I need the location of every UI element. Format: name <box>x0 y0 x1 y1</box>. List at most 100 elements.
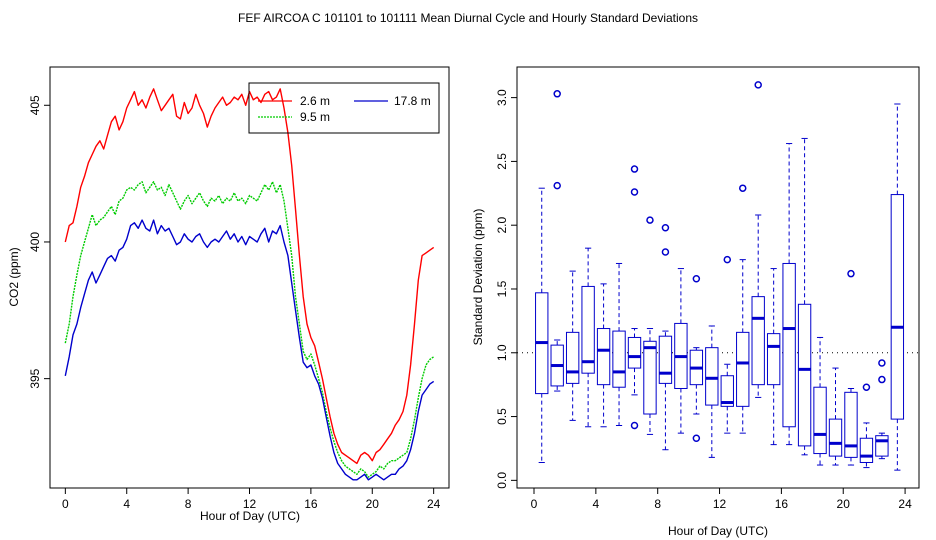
box-iqr <box>627 336 642 369</box>
sd-y-tick-label-2.5: 2.5 <box>495 153 509 170</box>
legend-box <box>248 82 440 134</box>
box-iqr <box>720 375 734 407</box>
co2-y-axis: 395 400 405 <box>28 95 50 389</box>
series-9-5m-line <box>64 181 435 478</box>
sd-x-tick-label-24: 24 <box>898 497 912 511</box>
box-hour-6 <box>627 165 642 430</box>
box-iqr <box>844 391 858 458</box>
box-iqr <box>736 331 750 407</box>
box-hour-16 <box>782 143 796 446</box>
outlier-point <box>862 383 871 391</box>
outlier-point <box>723 255 732 264</box>
box-hour-19 <box>828 367 843 466</box>
sd-x-tick-label-0: 0 <box>531 497 538 511</box>
box-hour-12 <box>720 255 734 434</box>
box-iqr <box>828 418 843 457</box>
x-tick-label-20: 20 <box>366 497 380 511</box>
outlier-point <box>738 184 747 192</box>
box-hour-7 <box>643 216 657 435</box>
outlier-point <box>754 81 762 89</box>
box-iqr <box>766 333 781 386</box>
box-hour-9 <box>674 268 688 434</box>
box-hour-18 <box>813 336 827 466</box>
stddev-box-chart: 0 4 8 12 16 20 24 0.0 0.5 1.0 1.5 2.0 2.5 3.0 Hour o… <box>471 66 920 538</box>
co2-x-axis-label: Hour of Day (UTC) <box>200 509 300 523</box>
x-tick-label-8: 8 <box>185 497 192 511</box>
x-tick-label-16: 16 <box>304 497 318 511</box>
sd-x-tick-label-12: 12 <box>713 497 727 511</box>
box-hour-0 <box>535 187 549 463</box>
stddev-x-axis-label: Hour of Day (UTC) <box>668 524 768 538</box>
box-hour-22 <box>875 359 889 460</box>
series-17-8m-line <box>64 219 435 481</box>
sd-x-tick-label-4: 4 <box>593 497 600 511</box>
sd-y-tick-label-3.0: 3.0 <box>495 89 509 106</box>
box-hour-21 <box>859 383 874 469</box>
box-hour-10 <box>689 275 704 442</box>
co2-y-axis-label: CO2 (ppm) <box>7 247 21 306</box>
outlier-point <box>878 359 886 367</box>
sd-x-tick-label-20: 20 <box>837 497 851 511</box>
outlier-point <box>692 434 701 442</box>
x-tick-label-12: 12 <box>243 497 257 511</box>
sd-y-tick-label-0.0: 0.0 <box>495 472 509 489</box>
outlier-point <box>878 375 886 384</box>
sd-y-tick-label-0.5: 0.5 <box>495 408 509 425</box>
box-iqr <box>813 386 827 455</box>
co2-legend: 2.6 m 9.5 m 17.8 m <box>248 82 440 134</box>
stddev-y-axis-label: Standard Deviation (ppm) <box>471 209 485 346</box>
sd-x-tick-label-8: 8 <box>654 497 661 511</box>
stddev-x-axis: 0 4 8 12 16 20 24 <box>531 488 912 511</box>
box-iqr <box>875 435 889 457</box>
box-iqr <box>782 262 796 428</box>
sd-x-tick-label-16: 16 <box>775 497 789 511</box>
box-hour-3 <box>581 247 595 428</box>
box-hour-2 <box>565 270 580 421</box>
legend-label-17-8m: 17.8 m <box>394 94 431 108</box>
y-tick-label-395: 395 <box>28 368 42 388</box>
co2-x-axis: 0 4 8 12 16 20 24 <box>62 488 441 511</box>
box-iqr <box>705 347 719 406</box>
outlier-point <box>553 90 561 98</box>
x-tick-label-24: 24 <box>427 497 441 511</box>
box-iqr <box>581 285 595 374</box>
box-iqr <box>565 331 580 384</box>
box-hour-5 <box>612 262 626 426</box>
sd-y-tick-label-1.5: 1.5 <box>495 280 509 297</box>
co2-series-lines <box>64 88 435 481</box>
outlier-point <box>661 223 670 232</box>
box-hour-15 <box>766 268 781 446</box>
box-iqr <box>612 330 626 388</box>
outlier-point <box>847 269 855 278</box>
box-hour-1 <box>550 90 564 392</box>
box-iqr <box>797 303 812 447</box>
stddev-y-axis: 0.0 0.5 1.0 1.5 2.0 2.5 3.0 <box>495 89 517 489</box>
box-hour-23 <box>890 103 905 471</box>
stddev-plot-frame <box>516 66 920 489</box>
outlier-point <box>661 248 670 256</box>
outlier-point <box>630 188 639 196</box>
outlier-point <box>630 165 639 173</box>
y-tick-label-405: 405 <box>28 95 42 115</box>
box-hour-8 <box>658 223 673 451</box>
box-hour-4 <box>596 283 611 428</box>
y-tick-label-400: 400 <box>28 232 42 252</box>
box-iqr <box>890 194 905 420</box>
box-hour-20 <box>844 269 858 466</box>
box-iqr <box>751 296 765 386</box>
figure-title: FEF AIRCOA C 101101 to 101111 Mean Diurn… <box>238 11 698 25</box>
series-2-6m-line <box>64 88 435 465</box>
sd-y-tick-label-2.0: 2.0 <box>495 217 509 234</box>
x-tick-label-0: 0 <box>62 497 69 511</box>
outlier-point <box>630 421 639 430</box>
stddev-boxes <box>535 81 905 471</box>
box-iqr <box>596 328 611 386</box>
box-iqr <box>643 340 657 415</box>
box-hour-14 <box>751 81 765 398</box>
box-iqr <box>658 335 673 384</box>
x-tick-label-4: 4 <box>123 497 130 511</box>
outlier-point <box>692 275 701 283</box>
outlier-point <box>646 216 654 224</box>
